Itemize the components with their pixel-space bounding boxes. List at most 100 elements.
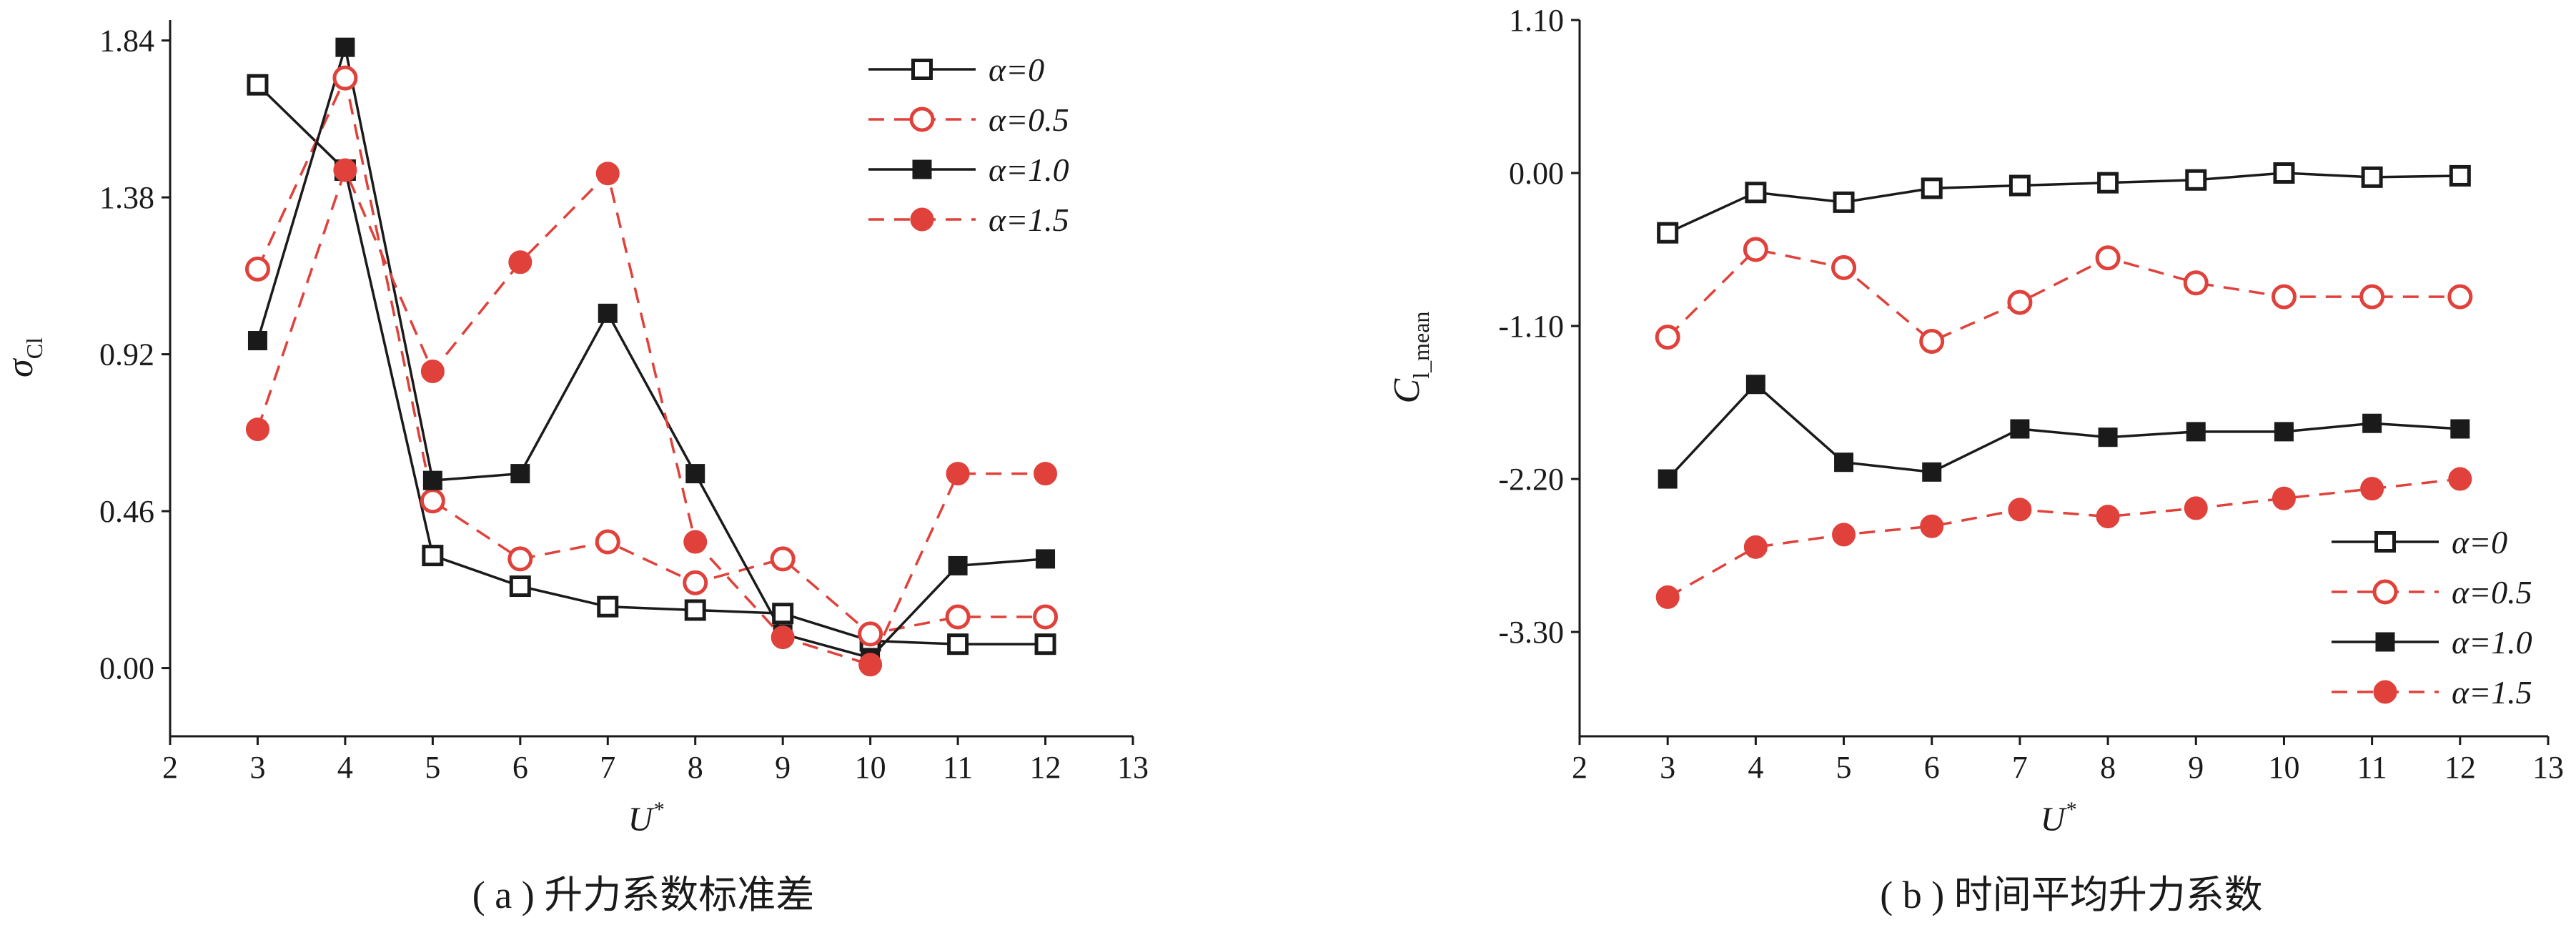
data-point-3 [1655,585,1680,609]
y-tick-label: 0.00 [99,651,154,686]
x-axis-title: U* [628,798,664,839]
series-line-3 [256,167,1046,666]
y-tick-label: 1.38 [99,180,154,215]
series-line-1 [1666,248,2460,343]
legend-marker-3 [2373,680,2397,704]
legend-label-2: α=1.0 [989,152,1069,188]
y-tick-label: 0.00 [1509,156,1564,191]
data-point-3 [420,359,445,383]
data-point-0 [2361,166,2383,188]
legend-label-0: α=0 [989,51,1044,88]
data-point-2 [2362,413,2382,433]
x-tick-label: 12 [2444,750,2476,785]
legend: α=0 α=0.5 α=1.0 α=1.5 [868,51,1069,238]
x-tick-label: 8 [688,750,703,785]
data-point-3 [683,530,708,554]
legend-label-2: α=1.0 [2452,624,2532,661]
x-tick-label: 13 [2532,750,2564,785]
y-tick-label: 0.46 [99,494,154,529]
y-tick-label: -3.30 [1498,615,1564,650]
x-tick-label: 6 [1924,750,1940,785]
x-tick-label: 7 [2012,750,2028,785]
data-point-3 [245,417,269,442]
legend-marker-3 [910,207,934,232]
series-line-0 [1667,172,2460,234]
data-point-3 [2272,486,2296,510]
legend-label-3: α=1.5 [989,202,1069,238]
legend-marker-0 [911,59,933,80]
data-point-2 [2010,419,2030,439]
data-point-1 [945,604,971,630]
data-point-1 [1033,604,1059,630]
y-tick-label: 0.92 [99,337,154,372]
data-point-2 [2098,427,2118,447]
x-tick-label: 9 [775,750,791,785]
data-point-1 [2447,284,2473,310]
y-axis-title-subscript: l_mean [1408,312,1434,379]
data-point-0 [2273,162,2295,184]
data-point-2 [422,470,442,490]
x-axis-title-superscript: * [2065,798,2076,821]
x-tick-label: 5 [1836,750,1852,785]
data-point-0 [1833,191,1855,213]
data-point-2 [1658,469,1678,489]
data-point-1 [770,546,796,572]
y-tick-label: 1.10 [1509,3,1564,38]
x-tick-label: 10 [2268,750,2299,785]
x-tick-label: 2 [1572,750,1587,785]
chart-panel-b: 2 3 4 5 6 7 8 9 10 11 12 13 -3.30 -2.20 -1.10 0.00 1.10 U… [1387,3,2564,916]
data-point-3 [1920,514,1944,538]
series-line-3 [1667,478,2461,598]
data-point-1 [683,570,708,595]
legend-marker-1 [909,107,935,132]
data-point-1 [1919,328,1945,354]
series-line-1 [256,74,1046,635]
y-axis-title-main: C [1387,377,1427,403]
legend-label-1: α=0.5 [2452,574,2532,610]
x-tick-label: 10 [855,750,886,785]
data-point-1 [244,256,270,282]
x-tick-label: 9 [2188,750,2204,785]
data-point-2 [510,464,530,484]
figure-caption: ( a ) 升力系数标准差 [472,874,814,916]
x-axis-title-superscript: * [653,798,663,821]
data-point-0 [2097,172,2119,194]
figure-caption: ( b ) 时间平均升力系数 [1880,874,2262,916]
y-tick-label: -1.10 [1498,309,1564,344]
data-point-2 [335,37,355,57]
data-point-0 [2008,174,2031,197]
series-line-2 [1666,382,2460,480]
x-tick-label: 2 [162,750,178,785]
data-point-2 [1745,375,1765,395]
y-axis-title: σCl [0,337,47,377]
data-point-2 [598,303,618,323]
x-tick-label: 4 [337,750,353,785]
x-tick-label: 4 [1748,750,1763,785]
data-point-3 [2096,505,2120,529]
y-axis-title-main: σ [0,357,41,377]
data-point-3 [333,158,357,182]
data-point-3 [2448,467,2472,491]
data-point-1 [2007,290,2033,315]
x-tick-label: 8 [2100,750,2116,785]
y-tick-label: -2.20 [1498,462,1564,497]
data-point-2 [1036,549,1056,569]
x-tick-label: 13 [1117,750,1149,785]
data-point-2 [2450,419,2470,439]
data-point-1 [2359,284,2385,310]
x-tick-label: 11 [2357,750,2387,785]
x-tick-label: 6 [512,750,528,785]
data-point-3 [858,653,883,677]
legend-marker-2 [912,159,932,179]
data-point-1 [507,546,533,572]
data-point-3 [2008,498,2032,522]
data-point-2 [2186,422,2206,442]
data-point-3 [2360,477,2384,501]
x-axis-title-main: U [628,801,655,839]
data-point-0 [684,599,706,621]
legend-marker-0 [2374,531,2396,553]
data-point-1 [332,65,358,91]
data-point-2 [247,331,267,351]
data-point-3 [771,625,795,650]
data-point-1 [1743,237,1768,262]
